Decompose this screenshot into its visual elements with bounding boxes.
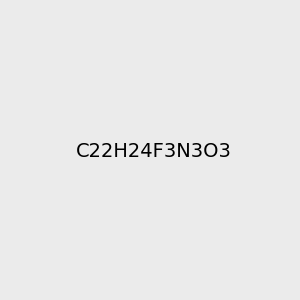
Text: C22H24F3N3O3: C22H24F3N3O3 (76, 142, 232, 161)
